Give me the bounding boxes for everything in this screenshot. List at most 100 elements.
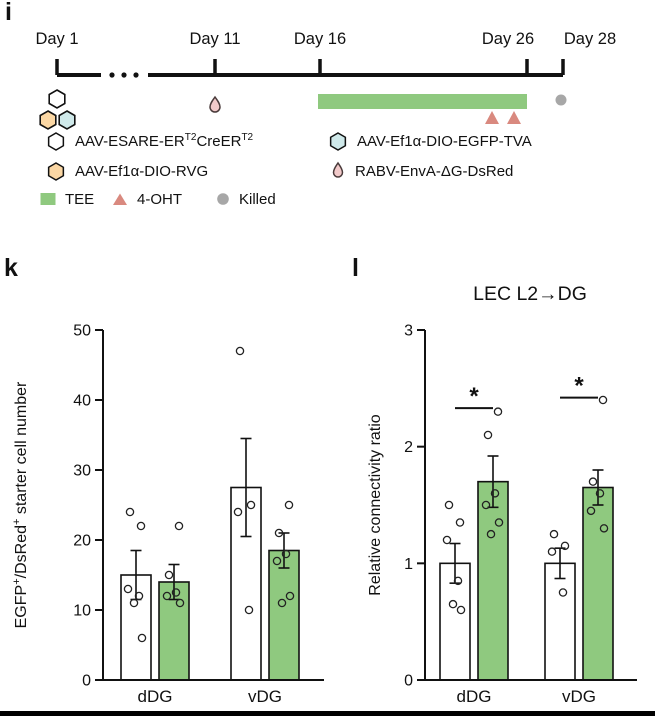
y-tick-label: 3 — [404, 323, 413, 340]
data-point — [137, 633, 147, 643]
tamoxifen-triangle-icon — [113, 193, 127, 205]
legend-label-rabv: RABV-EnvA-ΔG-DsRed — [355, 162, 514, 180]
data-point — [586, 506, 596, 516]
legend-label-sup: T2 — [241, 132, 254, 143]
data-point — [599, 524, 609, 533]
panel-k-label: k — [4, 254, 18, 282]
data-point — [274, 528, 284, 538]
legend-label-rvg: AAV-Ef1α-DIO-RVG — [75, 162, 209, 180]
day-label-11: Day 11 — [189, 30, 240, 48]
data-point — [281, 549, 291, 559]
timeline-break-dot — [121, 72, 127, 78]
data-point — [442, 535, 452, 545]
data-point — [134, 591, 144, 601]
x-category-label: dDG — [457, 687, 492, 706]
y-axis-label: Relative connectivity ratio — [367, 414, 384, 596]
sig-star: * — [469, 383, 479, 410]
y-axis-label: EGFP+/DsRed+ starter cell number — [11, 381, 30, 628]
data-point — [481, 500, 491, 510]
y-tick-label: 30 — [73, 463, 91, 480]
bar-k-vDG-TEE — [268, 549, 300, 681]
data-point — [162, 591, 172, 601]
triangle-shape — [113, 193, 127, 205]
tee-square-shape — [40, 193, 56, 205]
bar-l-vDG-Control — [544, 562, 576, 681]
panel-i-label: i — [5, 0, 12, 26]
cyan-hexagon-icon — [58, 110, 76, 130]
data-point — [235, 346, 245, 356]
data-point — [244, 605, 254, 615]
droplet-shape — [332, 161, 344, 178]
day-label-26: Day 26 — [482, 30, 534, 48]
data-point — [284, 500, 294, 510]
legend-label-4oht: 4-OHT — [137, 190, 182, 208]
legend-label-killed: Killed — [239, 190, 276, 208]
legend-item-tva: AAV-Ef1α-DIO-EGFP-TVA — [328, 130, 532, 152]
data-point — [547, 547, 557, 556]
legend-label-tva: AAV-Ef1α-DIO-EGFP-TVA — [357, 132, 532, 150]
data-point — [490, 489, 500, 498]
data-point — [455, 518, 465, 527]
timeline-break-dot — [133, 72, 139, 78]
data-point — [453, 576, 463, 586]
y-tick-label: 20 — [73, 533, 91, 550]
data-point — [486, 529, 496, 539]
legend-text: CreER — [196, 133, 242, 150]
y-tick-label: 50 — [73, 323, 91, 340]
data-point — [494, 518, 504, 527]
data-point — [285, 591, 295, 601]
tee-period-bar — [318, 94, 527, 109]
y-tick-label: 1 — [404, 556, 413, 573]
data-point — [136, 521, 146, 531]
killed-circle-icon — [555, 94, 567, 106]
legend-label-tee: TEE — [65, 190, 95, 208]
data-point — [277, 598, 287, 608]
data-point — [456, 605, 466, 615]
data-point — [444, 500, 454, 510]
chart-title: LEC L2→DG — [473, 283, 587, 305]
legend-item-tee: TEE — [40, 188, 94, 210]
data-point — [272, 556, 282, 566]
y-tick-label: 0 — [404, 673, 413, 690]
y-tick-label: 2 — [404, 439, 413, 456]
data-point — [558, 588, 568, 597]
chart-connectivity-ratio: 0 1 2 3 dDG vDG Relative connectivity ratio LEC… — [367, 283, 637, 706]
data-point — [174, 521, 184, 531]
legend-item-esare: AAV-ESARE-ERT2CreERT2 — [46, 130, 253, 152]
data-point — [164, 570, 174, 580]
legend-text: AAV-ESARE-ER — [75, 133, 185, 150]
bar-l-vDG-TEE — [582, 486, 614, 681]
data-point — [560, 541, 570, 551]
cyan-hexagon-icon — [329, 131, 347, 151]
day-label-1: Day 1 — [35, 30, 78, 48]
timeline-diagram: Day 1 Day 11 Day 16 Day 26 Day 28 — [35, 30, 616, 130]
timeline-break-dot — [109, 72, 115, 78]
data-point — [123, 584, 133, 594]
x-category-label: dDG — [138, 687, 173, 706]
bottom-border — [0, 711, 655, 716]
data-point — [448, 599, 458, 609]
data-point — [175, 598, 185, 608]
legend-label-sup: T2 — [184, 132, 197, 143]
day-label-28: Day 28 — [564, 30, 616, 48]
legend-label-esare: AAV-ESARE-ERT2CreERT2 — [75, 132, 253, 150]
sig-star: * — [574, 373, 584, 400]
y-tick-label: 40 — [73, 393, 91, 410]
data-point — [595, 489, 605, 498]
white-hexagon-icon — [48, 89, 66, 109]
orange-hexagon-icon — [39, 110, 57, 130]
x-category-label: vDG — [248, 687, 282, 706]
legend-item-4oht: 4-OHT — [112, 188, 182, 210]
legend-item-killed: Killed — [216, 188, 276, 210]
rabv-droplet-icon — [209, 95, 221, 113]
data-point — [493, 407, 503, 416]
data-point — [598, 395, 608, 405]
data-point — [171, 588, 181, 597]
y-tick-label: 0 — [82, 673, 91, 690]
tamoxifen-triangle-icon — [507, 111, 521, 124]
day-label-16: Day 16 — [294, 30, 346, 48]
white-hexagon-icon — [47, 131, 65, 151]
data-point — [588, 477, 598, 486]
legend-item-rabv: RABV-EnvA-ΔG-DsRed — [330, 160, 513, 182]
y-tick-label: 10 — [73, 603, 91, 620]
